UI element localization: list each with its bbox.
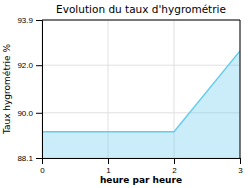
x-axis: 0 1 2 3 (40, 158, 243, 175)
marks (42, 51, 240, 158)
tick-mark (36, 20, 42, 21)
tick: 92.0 (17, 61, 42, 70)
tick: 2 (172, 158, 177, 175)
tick-label: 0 (40, 166, 45, 175)
tick-label: 3 (238, 166, 243, 175)
grid-line (42, 65, 240, 66)
tick-label: 90.0 (17, 109, 33, 118)
tick-label: 88.1 (17, 154, 33, 163)
tick-label: 2 (172, 166, 177, 175)
grid-line (42, 20, 240, 21)
tick-mark (174, 158, 175, 164)
area (42, 51, 240, 158)
grid (42, 20, 240, 158)
tick: 0 (40, 158, 45, 175)
tick-mark (36, 158, 42, 159)
tick-label: 93.9 (17, 16, 33, 25)
frame (42, 20, 240, 21)
x-label: heure par heure (100, 175, 182, 185)
tick: 88.1 (17, 154, 42, 163)
tick-label: 1 (106, 166, 111, 175)
tick: 3 (238, 158, 243, 175)
y-axis: 88.1 90.0 92.0 93.9 (17, 16, 42, 163)
plot: 0 1 2 3 88.1 90.0 92.0 93.9 (17, 16, 243, 175)
axis-line (36, 21, 43, 159)
tick-label: 92.0 (17, 61, 33, 70)
y-label: Taux hygrométrie % (2, 43, 12, 135)
grid-line (240, 20, 241, 158)
tick-mark (36, 113, 42, 114)
tick: 1 (106, 158, 111, 175)
frame (240, 20, 241, 158)
axis-line (43, 159, 241, 165)
line (42, 51, 240, 132)
tick: 93.9 (17, 16, 42, 25)
tick: 90.0 (17, 109, 42, 118)
title: Evolution du taux d'hygrométrie (56, 3, 226, 15)
tick-mark (108, 158, 109, 164)
tick-mark (240, 158, 241, 164)
chart: 0 1 2 3 88.1 90.0 92.0 93.9 Evolution du taux d'… (0, 0, 250, 188)
tick-mark (36, 65, 42, 66)
